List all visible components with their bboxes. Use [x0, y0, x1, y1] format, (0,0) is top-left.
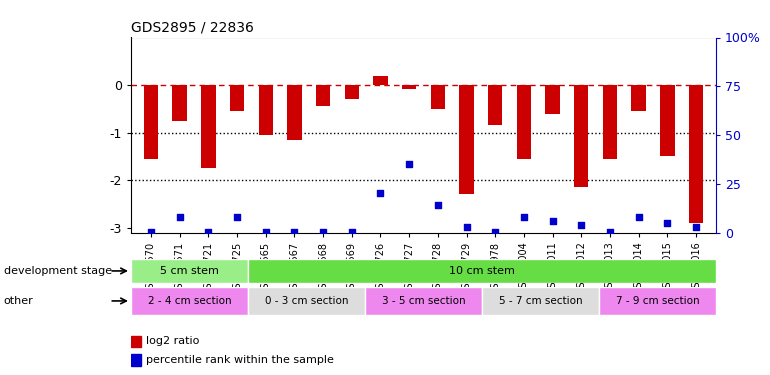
Point	[690, 224, 702, 230]
Point	[632, 214, 644, 220]
Text: GDS2895 / 22836: GDS2895 / 22836	[131, 21, 254, 35]
Bar	[488, 85, 502, 126]
Bar	[517, 85, 531, 159]
Text: 5 cm stem: 5 cm stem	[160, 266, 219, 276]
Bar	[631, 85, 646, 111]
FancyBboxPatch shape	[482, 287, 599, 315]
Text: other: other	[4, 296, 34, 306]
Point	[604, 230, 616, 236]
Bar	[373, 76, 387, 85]
Bar	[689, 85, 703, 223]
FancyBboxPatch shape	[599, 287, 716, 315]
Text: percentile rank within the sample: percentile rank within the sample	[146, 355, 333, 365]
Bar	[230, 85, 244, 111]
FancyBboxPatch shape	[365, 287, 482, 315]
Bar	[131, 354, 142, 366]
FancyBboxPatch shape	[248, 287, 365, 315]
Text: log2 ratio: log2 ratio	[146, 336, 199, 346]
Point	[231, 214, 243, 220]
FancyBboxPatch shape	[248, 259, 716, 283]
Point	[259, 230, 272, 236]
Bar	[574, 85, 588, 188]
Point	[432, 202, 444, 208]
Point	[661, 220, 674, 226]
Bar	[660, 85, 675, 156]
Point	[460, 224, 473, 230]
Text: 2 - 4 cm section: 2 - 4 cm section	[148, 296, 231, 306]
Point	[517, 214, 530, 220]
Text: 0 - 3 cm section: 0 - 3 cm section	[265, 296, 348, 306]
FancyBboxPatch shape	[131, 259, 248, 283]
Bar	[345, 85, 359, 99]
Point	[374, 190, 387, 196]
Text: 5 - 7 cm section: 5 - 7 cm section	[499, 296, 582, 306]
Bar	[131, 336, 142, 347]
Text: development stage: development stage	[4, 266, 112, 276]
Bar	[287, 85, 302, 140]
Bar	[259, 85, 273, 135]
Text: 3 - 5 cm section: 3 - 5 cm section	[382, 296, 465, 306]
Point	[489, 230, 501, 236]
Point	[145, 230, 157, 236]
Point	[346, 230, 358, 236]
Text: 10 cm stem: 10 cm stem	[449, 266, 515, 276]
Point	[317, 230, 330, 236]
Bar	[603, 85, 617, 159]
Bar	[172, 85, 187, 121]
Bar	[201, 85, 216, 168]
Bar	[316, 85, 330, 106]
Bar	[430, 85, 445, 109]
Bar	[545, 85, 560, 114]
Point	[403, 161, 415, 167]
FancyBboxPatch shape	[131, 287, 248, 315]
Point	[547, 218, 559, 224]
Point	[203, 230, 215, 236]
Point	[575, 222, 588, 228]
Point	[173, 214, 186, 220]
Bar	[402, 85, 417, 89]
Bar	[460, 85, 474, 195]
Text: 7 - 9 cm section: 7 - 9 cm section	[616, 296, 699, 306]
Point	[288, 230, 300, 236]
Bar	[144, 85, 158, 159]
